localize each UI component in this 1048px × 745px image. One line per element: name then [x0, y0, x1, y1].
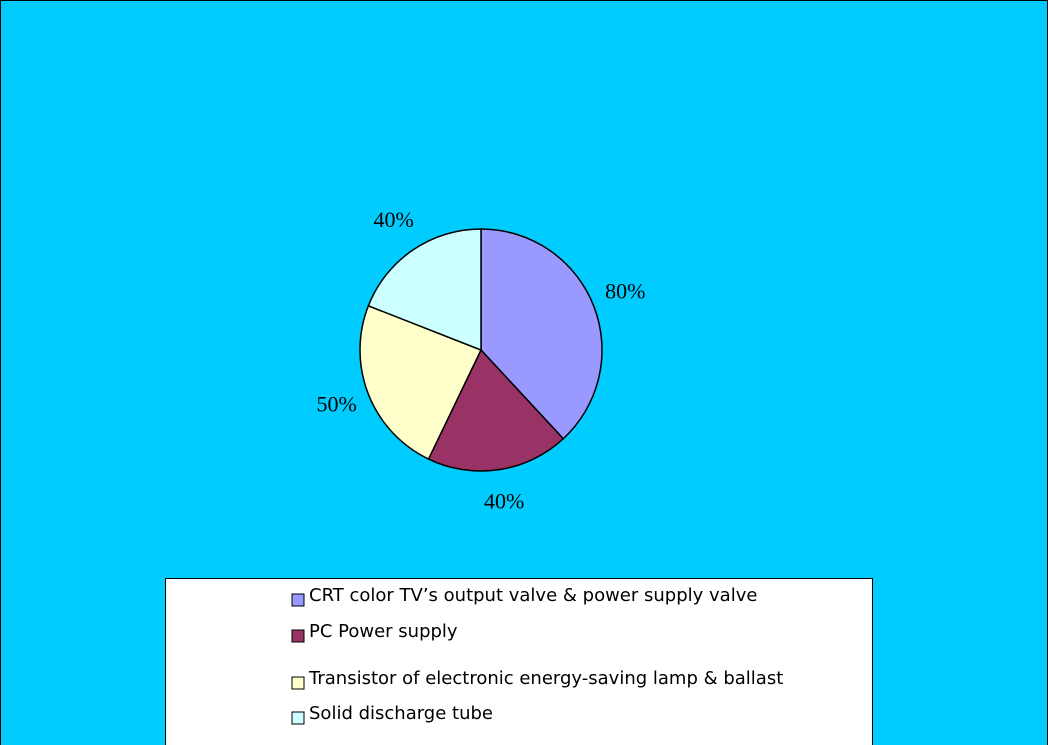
pie-slice [367, 228, 482, 352]
legend-label: Transistor of electronic energy-saving l… [308, 668, 783, 689]
legend-label: CRT color TV’s output valve & power supp… [309, 585, 757, 606]
data-label: 40% [484, 488, 524, 513]
pie-slice [480, 228, 603, 440]
data-label: 50% [317, 392, 357, 417]
legend-label: Solid discharge tube [309, 703, 493, 724]
legend-swatch [291, 593, 305, 607]
data-label: 40% [374, 207, 414, 232]
pie-slice [427, 348, 565, 472]
data-label: 80% [605, 278, 645, 303]
legend-swatch [291, 629, 305, 643]
pie-slice [359, 304, 483, 461]
legend-swatch [291, 711, 305, 725]
legend-swatch [291, 676, 305, 690]
legend-box [165, 578, 873, 745]
legend-label: PC Power supply [309, 621, 458, 642]
